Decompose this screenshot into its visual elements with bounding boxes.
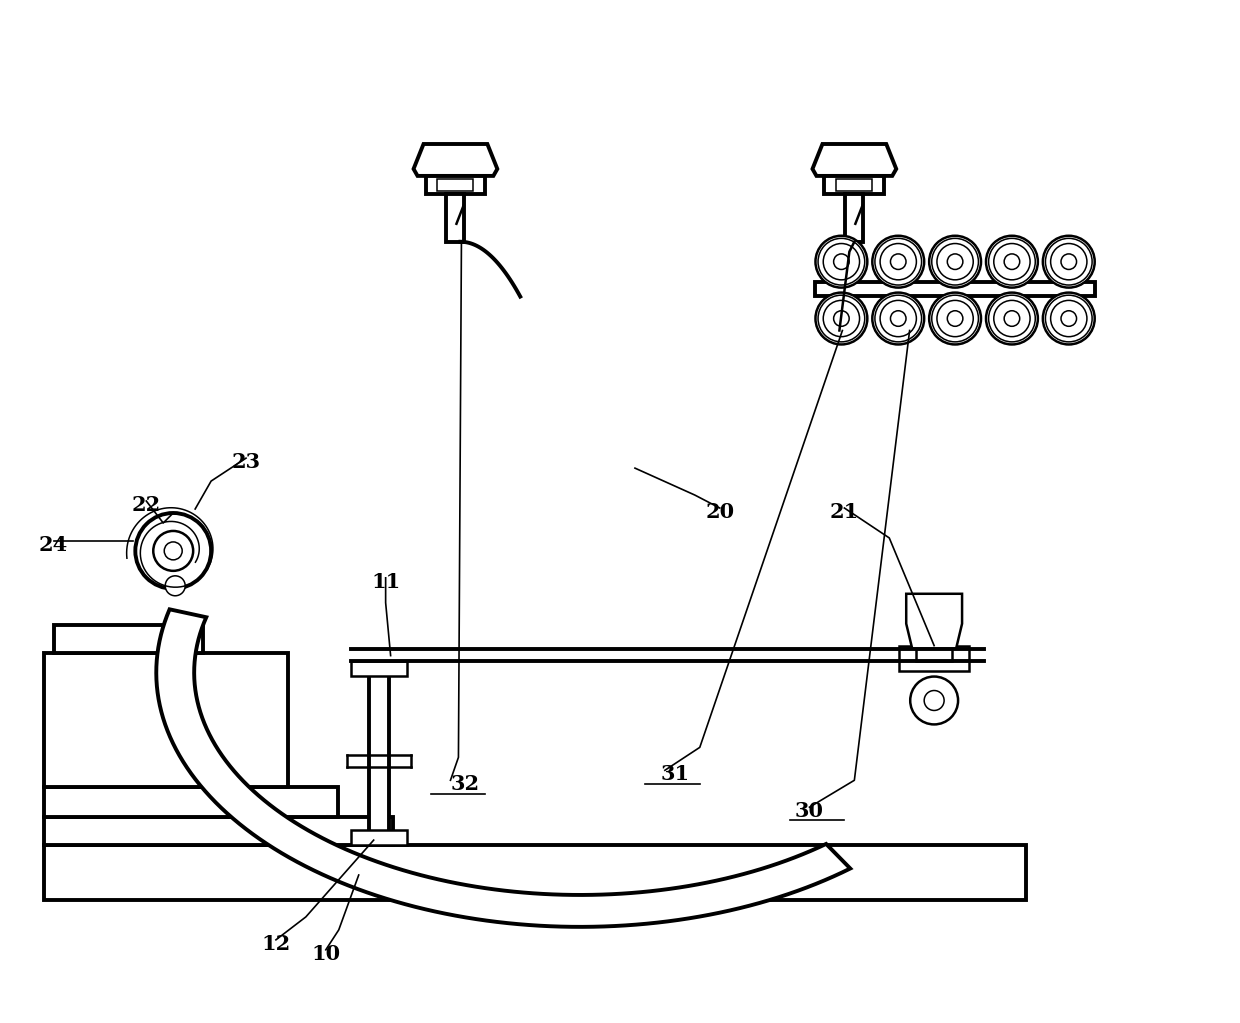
Text: 22: 22: [131, 495, 161, 515]
Circle shape: [1043, 235, 1095, 287]
Text: 10: 10: [311, 944, 340, 964]
Text: 12: 12: [262, 934, 290, 953]
Circle shape: [890, 254, 906, 269]
Circle shape: [890, 311, 906, 326]
Text: 31: 31: [660, 764, 689, 785]
Circle shape: [833, 254, 849, 269]
Polygon shape: [899, 646, 968, 670]
Polygon shape: [414, 144, 497, 176]
Circle shape: [872, 235, 924, 287]
Text: 24: 24: [38, 535, 68, 554]
Circle shape: [165, 576, 185, 595]
Circle shape: [947, 311, 963, 326]
Polygon shape: [156, 610, 851, 927]
Bar: [825, 176, 884, 194]
Polygon shape: [812, 144, 897, 176]
Circle shape: [154, 531, 193, 571]
Circle shape: [833, 311, 849, 326]
Circle shape: [910, 676, 959, 724]
Circle shape: [1004, 311, 1019, 326]
Bar: [43, 653, 288, 788]
Bar: [438, 179, 474, 191]
Bar: [43, 788, 337, 817]
Text: 23: 23: [232, 452, 260, 473]
Circle shape: [929, 235, 981, 287]
Bar: [425, 176, 485, 194]
Text: 20: 20: [706, 502, 734, 522]
Circle shape: [924, 691, 944, 710]
Bar: [43, 817, 393, 845]
Bar: [816, 281, 1095, 296]
Circle shape: [947, 254, 963, 269]
Bar: [53, 625, 203, 653]
Circle shape: [872, 293, 924, 345]
Polygon shape: [906, 593, 962, 649]
Bar: [351, 830, 407, 845]
Text: 11: 11: [371, 572, 401, 591]
Bar: [837, 179, 872, 191]
Circle shape: [1004, 254, 1019, 269]
Text: 32: 32: [451, 774, 480, 794]
Circle shape: [1061, 311, 1076, 326]
Circle shape: [816, 293, 867, 345]
Bar: [446, 194, 465, 241]
Circle shape: [986, 293, 1038, 345]
Bar: [43, 845, 1025, 900]
Text: 30: 30: [795, 801, 825, 821]
Circle shape: [164, 542, 182, 560]
Circle shape: [816, 235, 867, 287]
Bar: [368, 670, 388, 845]
Circle shape: [135, 513, 211, 589]
Text: 21: 21: [830, 502, 859, 522]
Circle shape: [1043, 293, 1095, 345]
Bar: [846, 194, 863, 241]
Bar: [351, 661, 407, 675]
Circle shape: [929, 293, 981, 345]
Circle shape: [986, 235, 1038, 287]
Circle shape: [1061, 254, 1076, 269]
